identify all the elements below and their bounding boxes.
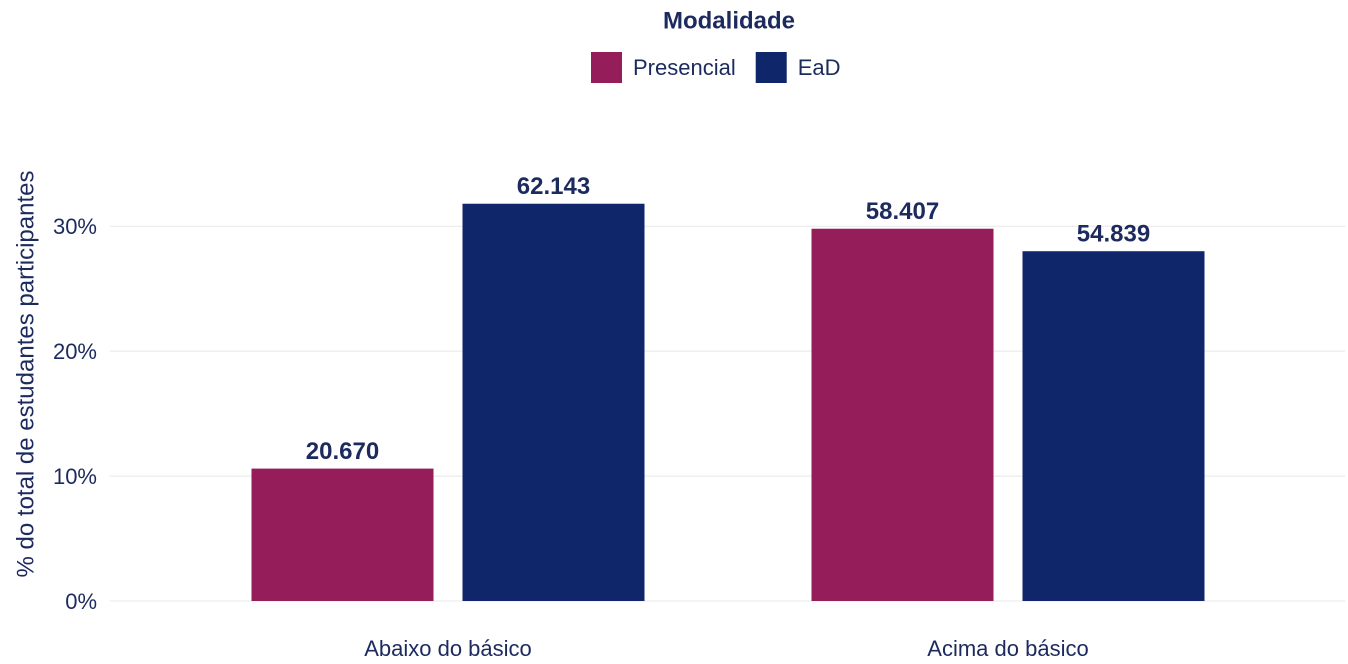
y-tick-label: 10% [53,464,97,489]
bar [251,468,434,601]
y-tick-label: 30% [53,214,97,239]
legend-title: Modalidade [663,7,795,34]
data-label: 62.143 [517,173,590,200]
x-tick-label: Abaixo do básico [364,636,532,661]
legend-label: EaD [798,55,841,80]
bar [1022,251,1205,601]
data-label: 54.839 [1077,221,1150,248]
legend-label: Presencial [633,55,736,80]
legend-swatch [755,52,787,83]
y-tick-label: 0% [65,589,97,614]
bar [462,203,645,601]
bar [811,228,994,601]
x-tick-label: Acima do básico [927,636,1088,661]
y-tick-label: 20% [53,339,97,364]
y-axis-label: % do total de estudantes participantes [12,171,39,578]
legend-swatch [591,52,622,83]
data-label: 58.407 [866,198,939,225]
data-label: 20.670 [306,438,379,465]
